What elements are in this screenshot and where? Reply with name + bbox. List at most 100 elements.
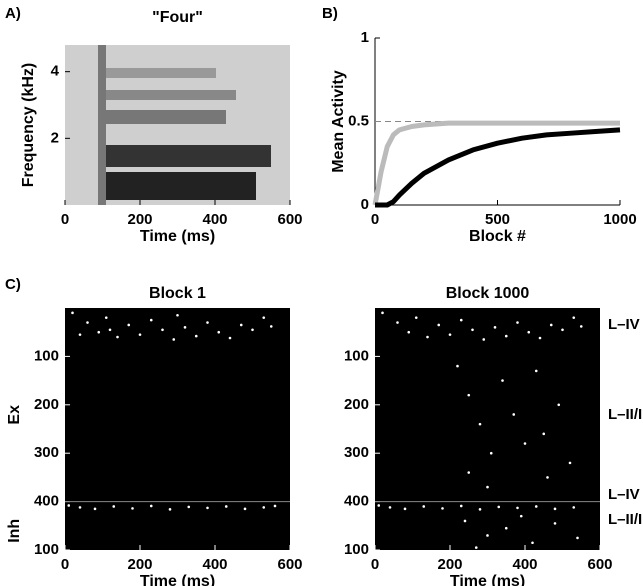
spike xyxy=(471,328,474,332)
y-tick-label: 100 xyxy=(34,347,59,364)
spike xyxy=(149,504,153,508)
spike xyxy=(523,442,527,445)
spike xyxy=(482,338,486,341)
spike xyxy=(527,330,531,334)
spike xyxy=(414,316,418,319)
spike xyxy=(262,506,266,509)
spike xyxy=(486,534,489,537)
y-tick-label: 100 xyxy=(344,347,369,364)
panel-label: C) xyxy=(5,276,21,293)
spike xyxy=(93,507,97,511)
spike xyxy=(131,507,134,510)
layer-label: L–II/III xyxy=(608,406,643,423)
spike xyxy=(568,461,572,465)
spike xyxy=(501,379,504,382)
spike xyxy=(269,325,273,328)
group-label: Ex xyxy=(6,405,23,425)
layer-label: L–IV xyxy=(608,316,640,333)
panel-label: B) xyxy=(322,5,338,22)
spike xyxy=(542,432,546,436)
spike xyxy=(519,514,523,518)
spike xyxy=(538,336,542,340)
spectrogram-band xyxy=(106,145,271,167)
spike xyxy=(474,546,478,549)
spike xyxy=(217,330,221,334)
x-tick-label: 0 xyxy=(61,211,69,228)
spike xyxy=(194,334,198,338)
x-tick-label: 400 xyxy=(512,556,537,573)
spike xyxy=(377,504,381,507)
spike xyxy=(168,508,172,511)
spike xyxy=(161,328,164,332)
spike xyxy=(437,323,441,327)
spike xyxy=(407,330,411,334)
spike xyxy=(456,364,459,368)
spectrogram-band xyxy=(106,172,256,200)
spike xyxy=(187,505,191,509)
chart-title: "Four" xyxy=(152,9,203,26)
y-tick-label: 300 xyxy=(344,444,369,461)
spike xyxy=(426,335,429,339)
spike xyxy=(67,504,71,507)
y-tick-label: 0 xyxy=(361,196,369,213)
spike xyxy=(493,326,497,329)
spike xyxy=(149,318,153,322)
y-tick-label: 300 xyxy=(34,444,59,461)
spike xyxy=(243,507,247,511)
spectrogram-band xyxy=(106,90,236,100)
spike xyxy=(86,321,89,324)
spike xyxy=(531,541,534,545)
spike xyxy=(104,316,108,319)
spike xyxy=(553,507,557,511)
spike xyxy=(71,311,74,315)
spectrogram-band xyxy=(106,110,226,124)
spike xyxy=(504,334,508,338)
line-series xyxy=(375,127,621,208)
spike xyxy=(78,333,82,336)
x-tick-label: 500 xyxy=(485,211,510,228)
plot-background xyxy=(65,308,290,550)
spike xyxy=(549,323,553,327)
spike xyxy=(579,325,583,328)
spike xyxy=(422,505,426,508)
spike xyxy=(273,504,277,508)
spike xyxy=(459,504,463,508)
y-axis-label: Frequency (kHz) xyxy=(20,63,37,187)
spike xyxy=(138,333,142,336)
spike xyxy=(97,330,101,334)
y-tick-label: 4 xyxy=(51,63,60,80)
y-tick-label: 400 xyxy=(344,493,369,510)
x-tick-label: 400 xyxy=(202,211,227,228)
spike xyxy=(112,505,116,508)
spectrogram-onset xyxy=(98,45,106,205)
y-tick-label: 200 xyxy=(34,396,59,413)
spike xyxy=(116,335,119,339)
spike xyxy=(467,393,471,397)
x-axis-label: Time (ms) xyxy=(450,573,525,586)
y-axis-label: Mean Activity xyxy=(330,70,347,173)
x-tick-label: 0 xyxy=(61,556,69,573)
x-tick-label: 1000 xyxy=(603,211,636,228)
spike xyxy=(224,505,228,508)
spike xyxy=(448,333,452,336)
spike xyxy=(441,507,444,510)
x-tick-label: 200 xyxy=(127,211,152,228)
x-tick-label: 600 xyxy=(277,211,302,228)
spike xyxy=(516,506,519,510)
spike xyxy=(467,471,471,474)
spike xyxy=(127,323,131,327)
spike xyxy=(78,506,82,509)
x-tick-label: 600 xyxy=(587,556,612,573)
spike xyxy=(172,338,176,341)
spike xyxy=(183,326,187,329)
x-tick-label: 0 xyxy=(371,556,379,573)
spike xyxy=(512,413,516,416)
x-axis-label: Block # xyxy=(469,228,526,245)
spike xyxy=(381,311,384,315)
x-tick-label: 600 xyxy=(277,556,302,573)
spike xyxy=(206,506,209,510)
y-tick-label: 2 xyxy=(51,129,59,146)
spike xyxy=(396,321,399,324)
layer-label: L–IV xyxy=(608,486,640,503)
spike xyxy=(478,422,482,426)
